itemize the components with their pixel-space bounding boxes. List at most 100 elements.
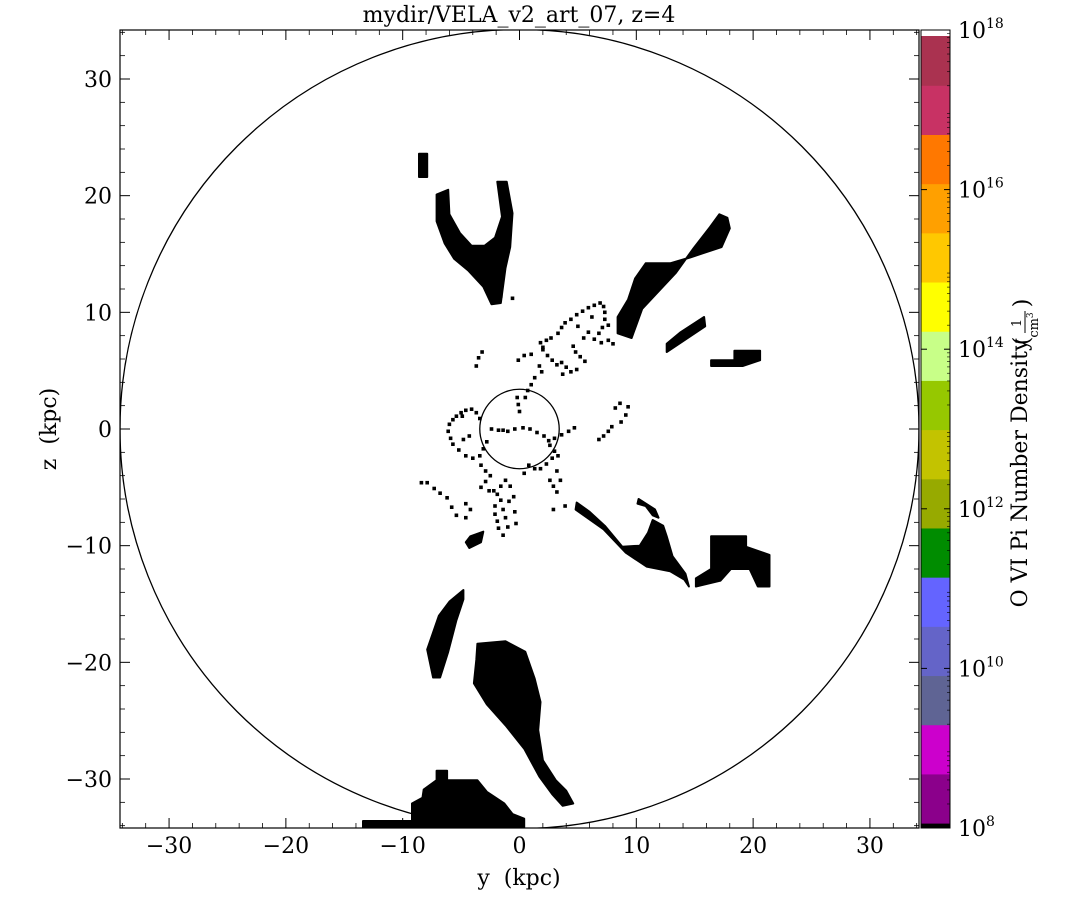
- density-pixel: [476, 356, 481, 360]
- density-pixel: [558, 478, 563, 483]
- colorbar-band: [921, 724, 950, 775]
- colorbar-band: [921, 773, 950, 824]
- density-pixel: [528, 427, 532, 431]
- colorbar-label-group: O VI Pi Number Density ( 1 cm3 ): [1008, 299, 1042, 608]
- y-axis-label: z (kpc): [37, 388, 62, 470]
- density-pixel: [541, 347, 545, 352]
- density-pixel: [578, 354, 582, 359]
- density-pixel: [496, 428, 501, 432]
- colorbar-band: [921, 85, 950, 135]
- colorbar-band: [921, 577, 950, 627]
- density-pixel: [586, 330, 591, 334]
- density-pixel: [447, 422, 452, 427]
- density-pixel: [550, 456, 554, 460]
- virial-circles: [120, 30, 919, 828]
- colorbar-band: [921, 675, 950, 726]
- density-pixel: [522, 353, 526, 358]
- density-pixel: [492, 489, 496, 493]
- density-pixel: [507, 499, 511, 504]
- density-pixel: [564, 365, 568, 369]
- density-pixel: [438, 491, 442, 495]
- density-pixel: [479, 463, 483, 467]
- density-pixel: [546, 438, 551, 443]
- density-pixels: [419, 294, 630, 537]
- density-pixel: [451, 442, 455, 446]
- density-region-lower-left-small: [464, 530, 485, 549]
- density-pixel: [449, 505, 454, 509]
- density-pixel: [451, 417, 455, 422]
- density-pixel: [541, 345, 545, 350]
- y-tick-label: 20: [84, 185, 112, 210]
- x-tick-label: −20: [263, 834, 309, 859]
- inner-circle: [479, 388, 560, 470]
- density-pixel: [478, 416, 482, 421]
- density-pixel: [523, 395, 528, 400]
- x-axis-label: y (kpc): [476, 866, 560, 891]
- colorbar-band: [921, 429, 950, 480]
- plot-area: [120, 30, 919, 828]
- density-pixel: [499, 498, 503, 502]
- density-pixel: [511, 494, 516, 499]
- density-pixel: [513, 510, 517, 514]
- density-pixel: [571, 344, 575, 348]
- colorbar-tick-label: 1018: [958, 16, 1004, 44]
- density-pixel: [496, 526, 501, 530]
- density-pixel: [556, 331, 560, 336]
- density-pixel: [566, 429, 571, 434]
- colorbar-ticks: 1018 1016 1014 1012 1010 108: [921, 16, 1004, 842]
- density-pixel: [432, 486, 436, 491]
- colorbar-band: [921, 823, 950, 828]
- density-region-lower-left-filament: [426, 589, 465, 679]
- density-pixel: [471, 456, 475, 460]
- density-pixel: [606, 338, 611, 343]
- colorbar-frame: [920, 29, 951, 829]
- density-pixel: [521, 426, 525, 430]
- colorbar-band: [921, 626, 950, 677]
- x-tick-label: 20: [739, 834, 767, 859]
- density-pixel: [448, 436, 453, 441]
- density-pixel: [619, 420, 623, 424]
- density-pixel: [559, 433, 564, 437]
- x-tick-label: 10: [622, 834, 650, 859]
- density-pixel: [529, 352, 533, 357]
- density-pixel: [446, 429, 450, 434]
- density-pixel: [469, 407, 474, 411]
- density-pixel: [483, 479, 488, 484]
- density-pixel: [483, 469, 488, 473]
- density-pixel: [610, 424, 614, 429]
- colorbar-tick-label: 108: [958, 814, 995, 842]
- colorbar-tick-label: 1014: [958, 335, 1004, 363]
- x-axis: −30 −20 −10 0 10 20 30: [146, 30, 884, 859]
- density-pixel: [508, 484, 512, 488]
- colorbar-tick-label: 1016: [958, 176, 1004, 204]
- density-pixel: [527, 463, 531, 467]
- density-pixel: [603, 317, 607, 322]
- colorbar-band: [921, 527, 950, 578]
- density-region-lower-central-filament: [472, 640, 575, 807]
- y-tick-label: 10: [84, 301, 112, 326]
- density-pixel: [600, 325, 605, 330]
- density-pixel: [538, 466, 543, 471]
- density-pixel: [454, 414, 459, 418]
- minor-ticks: [120, 30, 919, 828]
- density-region-lower-right-filament: [574, 501, 690, 588]
- colorbar-band: [921, 36, 950, 86]
- density-pixel: [592, 303, 597, 308]
- density-pixel: [419, 480, 424, 485]
- colorbar-unit-numerator: 1: [1010, 319, 1025, 327]
- density-pixel: [573, 350, 578, 354]
- y-tick-label: −10: [66, 535, 112, 560]
- density-pixel: [501, 533, 505, 537]
- density-region-upper-right-filament: [616, 213, 731, 339]
- density-pixel: [478, 454, 482, 458]
- density-pixel: [515, 395, 519, 400]
- density-pixel: [603, 310, 607, 315]
- colorbar-unit-denominator: cm3: [1026, 312, 1042, 338]
- density-pixel: [501, 507, 505, 512]
- density-pixel: [464, 408, 468, 413]
- density-pixel: [555, 469, 559, 473]
- density-pixel: [516, 402, 521, 407]
- colorbar-unit-close-paren: ): [1010, 299, 1035, 308]
- colorbar-band: [921, 478, 950, 529]
- density-pixel: [474, 364, 479, 368]
